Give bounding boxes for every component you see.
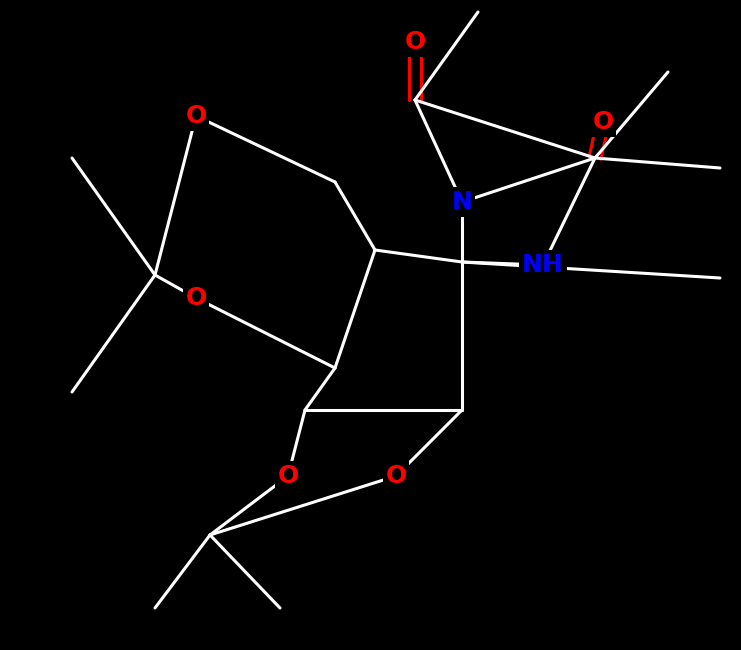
Text: O: O [405, 30, 425, 54]
Text: O: O [385, 464, 407, 488]
Text: O: O [592, 110, 614, 134]
Text: N: N [451, 190, 473, 214]
Text: O: O [277, 464, 299, 488]
Text: O: O [185, 286, 207, 310]
Text: NH: NH [522, 253, 564, 277]
Text: O: O [185, 104, 207, 128]
